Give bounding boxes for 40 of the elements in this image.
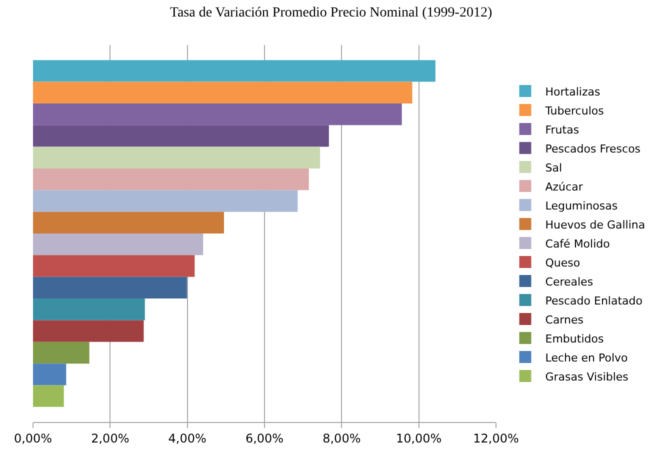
legend-label: Hortalizas (545, 85, 600, 98)
legend-label: Pescados Frescos (545, 142, 641, 156)
legend-label: Tuberculos (544, 104, 604, 118)
bar (33, 342, 90, 364)
bar (33, 255, 195, 277)
x-tick-label: 12,00% (473, 431, 519, 446)
bar (33, 364, 66, 386)
legend-label: Sal (545, 161, 562, 174)
bar (33, 168, 309, 190)
legend-label: Frutas (545, 123, 580, 136)
bar (33, 146, 320, 168)
legend-label: Cereales (545, 275, 594, 288)
x-tick-label: 10,00% (396, 431, 442, 446)
legend-label: Grasas Visibles (545, 370, 629, 384)
bar (33, 60, 436, 82)
x-tick-label: 8,00% (322, 431, 361, 446)
bar (33, 320, 144, 342)
x-tick-label: 2,00% (91, 431, 130, 446)
legend-label: Leche en Polvo (545, 351, 628, 364)
bar (33, 190, 298, 212)
bar (33, 234, 204, 256)
bar (33, 276, 187, 299)
bar (33, 212, 224, 234)
bar (33, 125, 329, 147)
legend-label: Pescado Enlatado (545, 294, 643, 308)
bar (33, 82, 412, 104)
legend-label: Azúcar (545, 180, 584, 194)
legend-label: Café Molido (545, 237, 610, 250)
legend-label: Carnes (545, 313, 584, 326)
x-tick-label: 4,00% (168, 431, 206, 446)
legend-label: Huevos de Gallina (545, 218, 646, 232)
x-tick-label: 6,00% (245, 431, 284, 446)
bar (33, 298, 145, 320)
bar (33, 103, 402, 126)
bar (33, 385, 64, 407)
legend-label: Embutidos (545, 332, 604, 346)
chart-title: Tasa de Variación Promedio Precio Nominal (1999-2012) (170, 6, 492, 21)
x-tick-label: 0,00% (14, 431, 52, 446)
legend-label: Queso (545, 256, 580, 270)
legend-label: Leguminosas (545, 199, 618, 212)
